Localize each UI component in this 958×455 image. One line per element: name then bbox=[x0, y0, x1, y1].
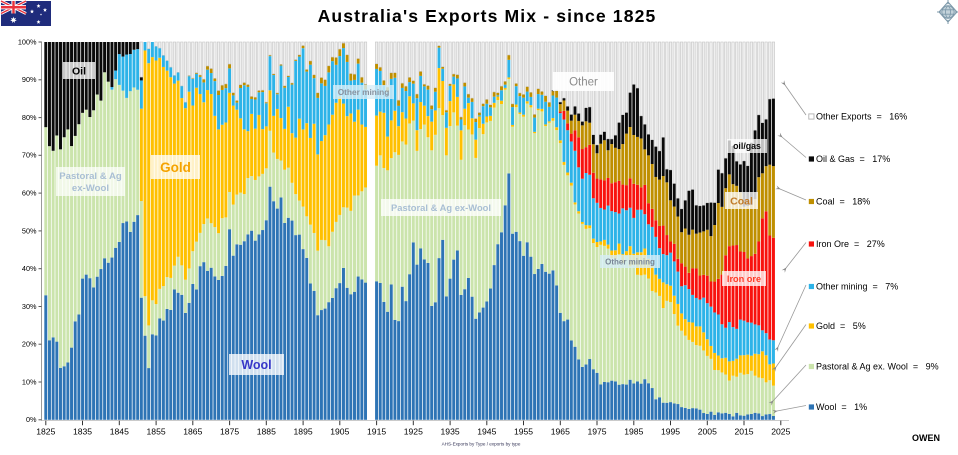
svg-text:1965: 1965 bbox=[551, 426, 570, 436]
svg-text:Pastoral & Ag: Pastoral & Ag bbox=[59, 171, 122, 182]
svg-text:Pastoral & Ag ex-Wool: Pastoral & Ag ex-Wool bbox=[391, 202, 491, 213]
svg-text:80%: 80% bbox=[22, 113, 37, 122]
svg-text:20%: 20% bbox=[22, 340, 37, 349]
svg-text:1905: 1905 bbox=[330, 426, 349, 436]
svg-text:Australia's Exports Mix - sinc: Australia's Exports Mix - since 1825 bbox=[318, 6, 657, 26]
svg-text:2005: 2005 bbox=[698, 426, 717, 436]
svg-text:Wool = 1%: Wool = 1% bbox=[816, 402, 867, 412]
svg-text:Oil & Gas = 17%: Oil & Gas = 17% bbox=[816, 154, 890, 164]
svg-text:Coal: Coal bbox=[730, 195, 753, 207]
svg-text:1855: 1855 bbox=[147, 426, 166, 436]
svg-text:1975: 1975 bbox=[587, 426, 606, 436]
svg-text:50%: 50% bbox=[22, 226, 37, 235]
svg-text:Wool: Wool bbox=[241, 358, 271, 372]
svg-text:100%: 100% bbox=[18, 37, 37, 46]
svg-text:1935: 1935 bbox=[441, 426, 460, 436]
svg-text:1955: 1955 bbox=[514, 426, 533, 436]
svg-text:Coal = 18%: Coal = 18% bbox=[816, 197, 870, 207]
svg-text:40%: 40% bbox=[22, 264, 37, 273]
svg-text:Other mining: Other mining bbox=[338, 87, 390, 97]
svg-text:AHS-Exports by Type / exports: AHS-Exports by Type / exports by type bbox=[442, 442, 521, 447]
svg-text:Gold: Gold bbox=[160, 160, 191, 175]
svg-text:1885: 1885 bbox=[257, 426, 276, 436]
svg-text:1895: 1895 bbox=[294, 426, 313, 436]
svg-text:0%: 0% bbox=[26, 415, 37, 424]
svg-text:1825: 1825 bbox=[36, 426, 55, 436]
svg-text:1875: 1875 bbox=[220, 426, 239, 436]
svg-text:Gold = 5%: Gold = 5% bbox=[816, 321, 866, 331]
svg-text:Other Exports = 16%: Other Exports = 16% bbox=[816, 112, 907, 122]
svg-text:Iron ore: Iron ore bbox=[727, 274, 761, 284]
svg-text:1995: 1995 bbox=[661, 426, 680, 436]
svg-text:1985: 1985 bbox=[624, 426, 643, 436]
svg-text:90%: 90% bbox=[22, 75, 37, 84]
svg-text:2025: 2025 bbox=[771, 426, 790, 436]
svg-text:oil/gas: oil/gas bbox=[733, 141, 761, 151]
svg-text:10%: 10% bbox=[22, 377, 37, 386]
svg-text:1835: 1835 bbox=[73, 426, 92, 436]
svg-text:2015: 2015 bbox=[734, 426, 753, 436]
svg-text:1915: 1915 bbox=[367, 426, 386, 436]
svg-text:1865: 1865 bbox=[183, 426, 202, 436]
svg-text:70%: 70% bbox=[22, 151, 37, 160]
svg-text:30%: 30% bbox=[22, 302, 37, 311]
svg-text:Pastoral & Ag ex. Wool = 9%: Pastoral & Ag ex. Wool = 9% bbox=[816, 362, 939, 372]
svg-text:1925: 1925 bbox=[404, 426, 423, 436]
svg-text:Other mining: Other mining bbox=[605, 257, 655, 266]
svg-text:60%: 60% bbox=[22, 189, 37, 198]
svg-text:Oil: Oil bbox=[72, 65, 86, 77]
svg-text:1945: 1945 bbox=[477, 426, 496, 436]
svg-text:ex-Wool: ex-Wool bbox=[72, 183, 109, 194]
svg-text:Iron Ore = 27%: Iron Ore = 27% bbox=[816, 239, 885, 249]
svg-text:OWEN: OWEN bbox=[912, 433, 940, 443]
svg-text:Other mining = 7%: Other mining = 7% bbox=[816, 282, 898, 292]
svg-text:Other: Other bbox=[569, 77, 598, 89]
svg-text:1845: 1845 bbox=[110, 426, 129, 436]
